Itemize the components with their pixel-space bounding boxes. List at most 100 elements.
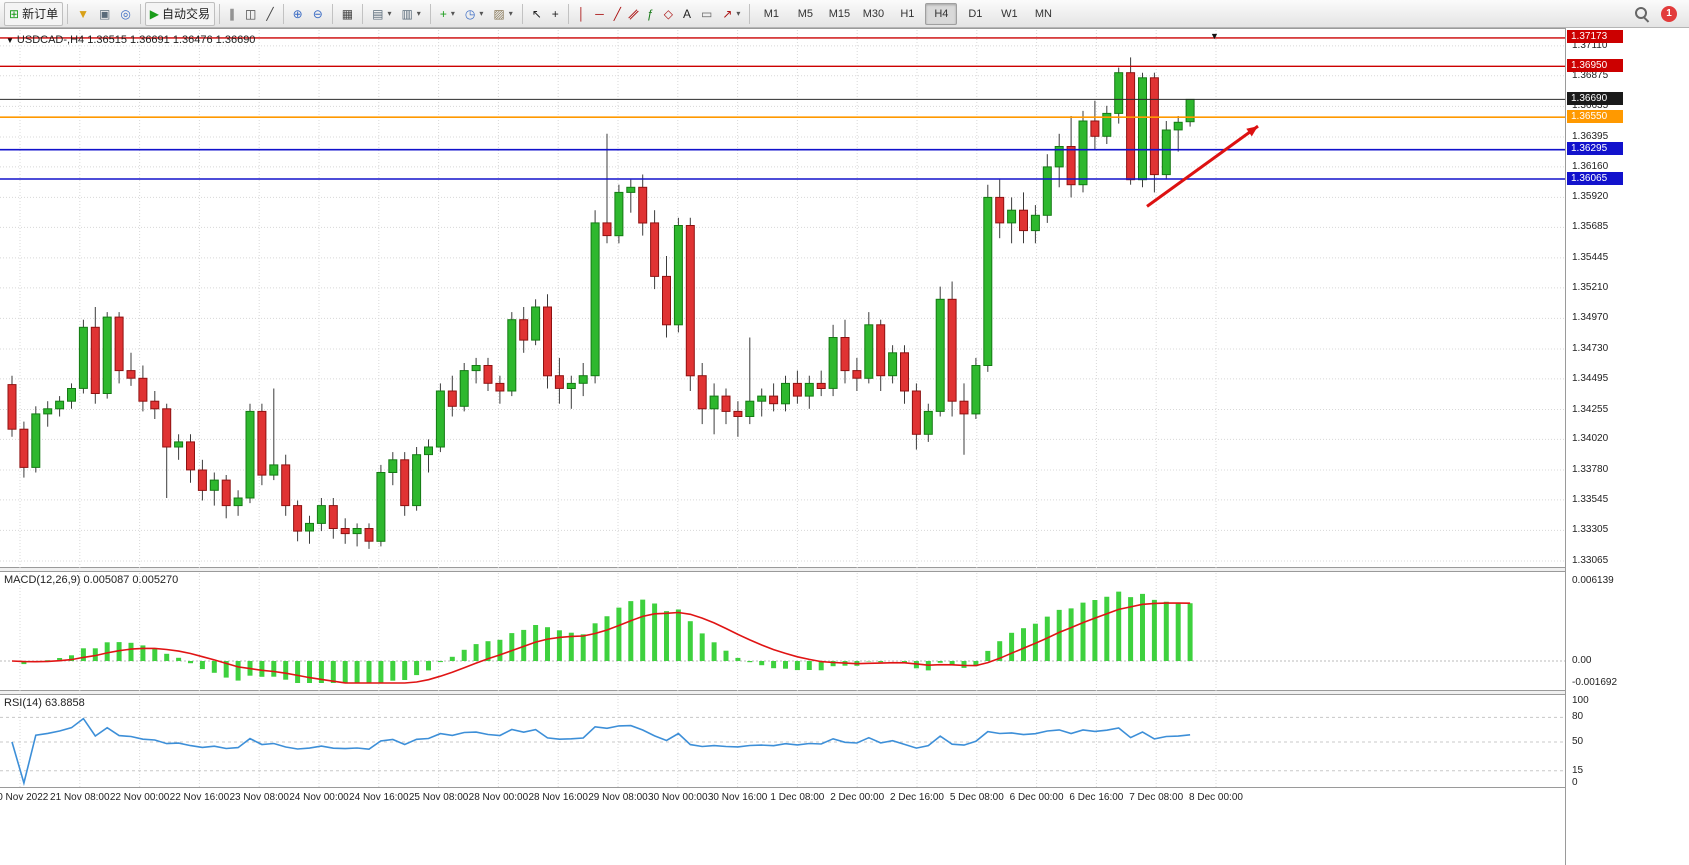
panel-divider[interactable]	[0, 691, 1565, 694]
macd-axis-label: 0.00	[1572, 655, 1592, 666]
toolbar-right: 1	[1634, 5, 1685, 22]
hline-price-badge: 1.36295	[1567, 142, 1623, 156]
shapes-button[interactable]: ◇	[659, 2, 678, 26]
price-label: 1.36875	[1572, 69, 1609, 81]
profiles-menu-icon: ▥	[401, 6, 413, 21]
panel-divider[interactable]	[0, 568, 1565, 571]
macd-label: MACD(12,26,9) 0.005087 0.005270	[4, 574, 179, 586]
search-icon[interactable]	[1634, 6, 1649, 21]
crosshair-icon: +	[551, 6, 559, 21]
tile-windows-button[interactable]: ▦	[337, 2, 358, 26]
toolbar-separator	[282, 3, 284, 24]
price-label: 1.36160	[1572, 160, 1609, 172]
profiles-button[interactable]: ▼	[72, 2, 94, 26]
cursor-button[interactable]: ↖	[527, 2, 547, 26]
macd-signal-line	[11, 602, 1191, 684]
macd-panel[interactable]: MACD(12,26,9) 0.005087 0.005270	[0, 571, 1565, 691]
arrows-button[interactable]: ↗ ▾	[717, 2, 745, 26]
timeframe-m5-button[interactable]: M5	[797, 7, 814, 20]
vertical-line-icon: │	[577, 6, 586, 21]
horizontal-line-button[interactable]: ─	[590, 2, 609, 26]
horizontal-line-icon: ─	[595, 6, 604, 21]
tile-windows-icon: ▦	[341, 6, 354, 21]
zoom-out-button[interactable]: ⊖	[308, 2, 328, 26]
time-label: 2 Dec 16:00	[890, 792, 944, 803]
profiles-menu-button[interactable]: ▥ ▾	[396, 2, 425, 26]
new-order-icon: ⊞	[9, 6, 20, 21]
candlestick-chart[interactable]	[0, 30, 1565, 568]
timeframe-d1-button[interactable]: D1	[968, 7, 983, 20]
macd-axis-label: -0.001692	[1572, 677, 1618, 688]
candlestick-chart-button[interactable]: ◫	[240, 2, 261, 26]
toolbar-separator	[567, 3, 569, 24]
timeframe-m30-button[interactable]: M30	[862, 7, 885, 20]
channel-button[interactable]: ∥	[626, 2, 642, 26]
rsi-panel[interactable]: RSI(14) 63.8858	[0, 694, 1565, 788]
zoom-in-button[interactable]: ⊕	[288, 2, 308, 26]
data-window-button[interactable]: ◎	[115, 2, 135, 26]
new-chart-button[interactable]: ▤ ▾	[367, 2, 396, 26]
price-axis[interactable]: 1.37110 1.36875 1.36635 1.36395 1.36160 1.359…	[1565, 28, 1689, 865]
price-chart-panel[interactable]: ▼ USDCAD-,H4 1.36515 1.36691 1.36476 1.36…	[0, 28, 1565, 568]
macd-histogram	[21, 591, 1193, 683]
price-label: 1.33780	[1572, 464, 1609, 475]
macd-chart[interactable]	[0, 573, 1565, 691]
new-order-button[interactable]: ⊞ 新订单	[4, 1, 64, 26]
chart-panels: ▼ USDCAD-,H4 1.36515 1.36691 1.36476 1.36…	[0, 28, 1565, 865]
timeframe-h4-button[interactable]: H4	[925, 2, 958, 25]
caret-down-icon: ▾	[387, 9, 392, 18]
rsi-levels	[0, 716, 1565, 772]
timeframe-h1-button[interactable]: H1	[900, 7, 915, 20]
hline-price-badge: 1.36065	[1567, 171, 1623, 185]
text-label-button[interactable]: ▭	[696, 2, 717, 26]
price-label: 1.34495	[1572, 372, 1609, 384]
timeframe-m1-button[interactable]: M1	[763, 7, 780, 20]
price-label: 1.36635	[1572, 100, 1609, 112]
bar-chart-icon: ∥	[229, 6, 236, 21]
trendline-button[interactable]: ╱	[609, 2, 626, 26]
rsi-line	[11, 717, 1191, 787]
chart-menu-icon[interactable]: ▼	[6, 36, 14, 45]
periods-button[interactable]: ◷ ▾	[460, 2, 489, 26]
price-label: 1.35685	[1572, 221, 1609, 233]
fibonacci-button[interactable]: ƒ	[642, 2, 659, 26]
price-label: 1.35445	[1572, 251, 1609, 263]
charts-button[interactable]: ▣	[94, 2, 115, 26]
time-label: 29 Nov 08:00	[588, 792, 648, 803]
timeframe-mn-button[interactable]: MN	[1034, 7, 1052, 20]
chart-shift-marker[interactable]: ▼	[1210, 31, 1219, 41]
hline-price-badge: 1.36550	[1567, 109, 1623, 123]
price-label: 1.35920	[1572, 191, 1609, 203]
line-chart-button[interactable]: ╱	[261, 2, 278, 26]
text-button[interactable]: A	[678, 2, 696, 26]
hline-price-badge: 1.36950	[1567, 58, 1623, 72]
time-label: 8 Dec 00:00	[1189, 792, 1243, 803]
zoom-in-icon: ⊕	[292, 6, 303, 21]
new-order-button-label: 新订单	[22, 7, 59, 21]
charts-icon: ▣	[98, 6, 111, 21]
time-label: 30 Nov 16:00	[707, 792, 768, 803]
fibonacci-icon: ƒ	[647, 6, 654, 21]
new-chart-icon: ▤	[372, 6, 384, 21]
notification-badge[interactable]: 1	[1661, 5, 1677, 22]
trendline-icon: ╱	[613, 6, 622, 21]
auto-trading-button[interactable]: ▶ 自动交易	[144, 1, 216, 26]
timeframe-m15-button[interactable]: M15	[828, 7, 851, 20]
timeframe-w1-button[interactable]: W1	[1001, 7, 1018, 20]
indicators-button[interactable]: + ▾	[435, 2, 460, 26]
text-icon: A	[682, 6, 691, 21]
bar-chart-button[interactable]: ∥	[224, 2, 240, 26]
time-label: 24 Nov 16:00	[349, 792, 409, 803]
vertical-line-button[interactable]: │	[573, 2, 591, 26]
time-label: 20 Nov 2022	[0, 792, 49, 803]
templates-button[interactable]: ▨ ▾	[488, 2, 517, 26]
rsi-chart[interactable]	[0, 696, 1565, 788]
chart-title-text: USDCAD-,H4 1.36515 1.36691 1.36476 1.366…	[16, 34, 256, 46]
line-chart-icon: ╱	[266, 6, 274, 21]
price-label: 1.33065	[1572, 555, 1609, 566]
horizontal-lines	[0, 37, 1565, 180]
rsi-axis-label: 15	[1572, 764, 1584, 776]
price-label: 1.34020	[1572, 433, 1609, 445]
crosshair-button[interactable]: +	[547, 2, 564, 26]
